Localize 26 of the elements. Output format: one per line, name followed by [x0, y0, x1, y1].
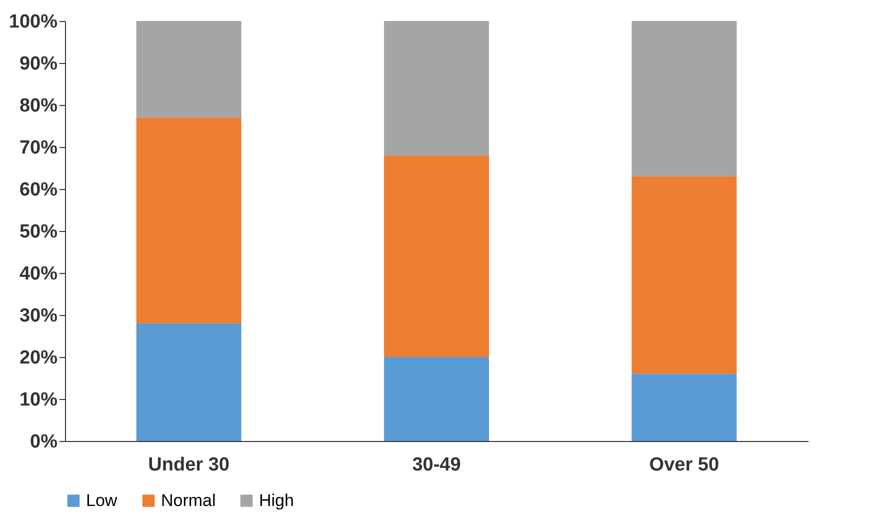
bar [384, 357, 489, 441]
y-tick-label: 80% [19, 96, 58, 116]
bar [632, 374, 737, 441]
y-tick-label: 30% [19, 306, 58, 326]
bar [136, 21, 242, 118]
y-tick-label: 0% [30, 432, 58, 452]
x-tick-label: Under 30 [148, 454, 230, 476]
x-tick-label: 30-49 [412, 454, 461, 476]
x-tick-label: Over 50 [649, 454, 720, 476]
y-tick-label: 20% [19, 348, 58, 368]
legend-label: Low [86, 490, 118, 510]
bar [632, 21, 737, 176]
y-tick-label: 40% [19, 264, 58, 284]
bar [136, 323, 242, 441]
bar [136, 118, 242, 324]
bar [632, 176, 737, 374]
y-tick-label: 90% [19, 54, 58, 74]
legend-label: High [259, 490, 294, 510]
y-tick-label: 50% [19, 222, 58, 242]
y-tick-label: 10% [19, 390, 58, 410]
bar [384, 21, 489, 156]
bar [384, 155, 489, 357]
y-tick-label: 60% [19, 180, 58, 200]
y-tick-label: 70% [19, 138, 58, 158]
legend-label: Normal [161, 490, 216, 510]
y-tick-label: 100% [8, 12, 58, 32]
